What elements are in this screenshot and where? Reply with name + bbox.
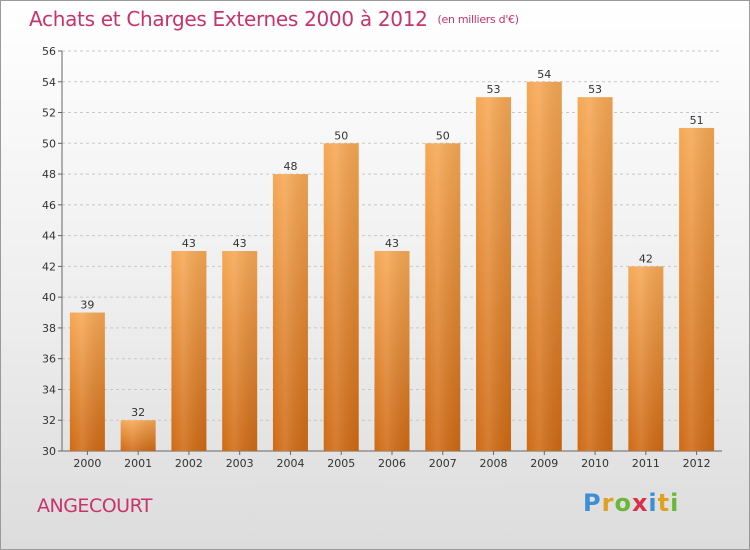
data-label: 48 bbox=[283, 160, 297, 173]
data-label: 50 bbox=[334, 129, 348, 142]
x-tick-label: 2011 bbox=[632, 457, 660, 470]
y-tick-label: 52 bbox=[42, 107, 56, 120]
bar-shine bbox=[272, 174, 308, 452]
bar-shine bbox=[679, 127, 715, 451]
chart-unit: (en milliers d'€) bbox=[437, 13, 519, 26]
bar-shine bbox=[476, 97, 512, 452]
logo-letter: i bbox=[648, 489, 658, 517]
y-tick-label: 44 bbox=[42, 230, 56, 243]
data-label: 32 bbox=[131, 406, 145, 419]
logo-letter: r bbox=[601, 489, 615, 517]
bar-shine bbox=[323, 143, 359, 452]
data-label: 50 bbox=[436, 129, 450, 142]
bar-shine bbox=[222, 251, 258, 451]
y-tick-label: 48 bbox=[42, 168, 56, 181]
bar-shine bbox=[577, 97, 613, 452]
y-tick-label: 30 bbox=[42, 445, 56, 458]
x-tick-label: 2001 bbox=[124, 457, 152, 470]
proxiti-logo: Proxiti bbox=[583, 489, 679, 517]
chart-title-text: Achats et Charges Externes 2000 à 2012 bbox=[29, 7, 428, 31]
x-tick-label: 2008 bbox=[480, 457, 508, 470]
x-tick-label: 2004 bbox=[276, 457, 304, 470]
bar-shine bbox=[171, 251, 207, 451]
y-tick-label: 38 bbox=[42, 322, 56, 335]
data-label: 53 bbox=[487, 83, 501, 96]
commune-name: ANGECOURT bbox=[37, 495, 153, 517]
logo-letter: x bbox=[631, 489, 649, 517]
y-tick-label: 32 bbox=[42, 414, 56, 427]
x-tick-label: 2009 bbox=[530, 457, 558, 470]
chart-title: Achats et Charges Externes 2000 à 2012 (e… bbox=[29, 7, 519, 31]
y-tick-label: 42 bbox=[42, 260, 56, 273]
data-label: 42 bbox=[639, 252, 653, 265]
data-label: 39 bbox=[80, 299, 94, 312]
logo-letter: o bbox=[614, 489, 632, 517]
data-label: 54 bbox=[537, 68, 551, 81]
y-tick-label: 54 bbox=[42, 76, 56, 89]
bar-shine bbox=[120, 420, 156, 451]
x-tick-label: 2006 bbox=[378, 457, 406, 470]
x-tick-label: 2003 bbox=[226, 457, 254, 470]
data-label: 43 bbox=[182, 237, 196, 250]
y-tick-label: 50 bbox=[42, 137, 56, 150]
x-tick-label: 2005 bbox=[327, 457, 355, 470]
bar-shine bbox=[374, 251, 410, 451]
x-tick-label: 2000 bbox=[73, 457, 101, 470]
y-tick-label: 56 bbox=[42, 45, 56, 58]
bar-shine bbox=[526, 81, 562, 452]
y-tick-label: 34 bbox=[42, 383, 56, 396]
data-label: 43 bbox=[385, 237, 399, 250]
bar-shine bbox=[69, 312, 105, 451]
x-tick-label: 2007 bbox=[429, 457, 457, 470]
logo-letter: P bbox=[583, 489, 602, 517]
y-tick-label: 46 bbox=[42, 199, 56, 212]
data-label: 51 bbox=[690, 114, 704, 127]
bar-shine bbox=[628, 266, 664, 451]
x-tick-label: 2012 bbox=[683, 457, 711, 470]
data-label: 53 bbox=[588, 83, 602, 96]
bar-shine bbox=[425, 143, 461, 452]
logo-letter: i bbox=[670, 489, 680, 517]
data-label: 43 bbox=[233, 237, 247, 250]
logo-letter: t bbox=[657, 489, 671, 517]
x-tick-label: 2002 bbox=[175, 457, 203, 470]
x-tick-label: 2010 bbox=[581, 457, 609, 470]
y-tick-label: 40 bbox=[42, 291, 56, 304]
y-tick-label: 36 bbox=[42, 353, 56, 366]
